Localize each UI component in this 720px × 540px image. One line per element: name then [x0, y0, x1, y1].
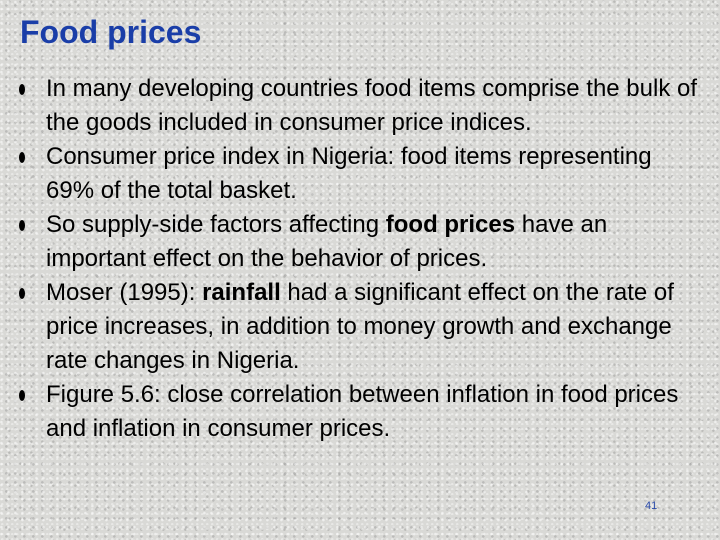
bullet-bold-text: food prices	[385, 211, 516, 238]
slide-title: Food prices	[20, 14, 202, 50]
bullet-bold-text: rainfall	[202, 279, 281, 306]
bullet-item: In many developing countries food items …	[14, 72, 704, 140]
bullet-dot-icon	[19, 84, 25, 95]
bullet-text-part: had a significant effect on the rate of …	[46, 279, 674, 374]
bullet-dot-icon	[19, 288, 25, 299]
bullet-text-part: Figure 5.6: close correlation between in…	[46, 381, 679, 442]
slide-number: 41	[645, 500, 658, 512]
bullet-list: In many developing countries food items …	[14, 72, 704, 446]
bullet-item: Figure 5.6: close correlation between in…	[14, 378, 704, 446]
bullet-dot-icon	[19, 152, 25, 163]
bullet-dot-icon	[19, 390, 25, 401]
bullet-item: So supply-side factors affecting food pr…	[14, 208, 704, 276]
bullet-text-part: So supply-side factors affecting	[46, 211, 386, 238]
bullet-text-part: Consumer price index in Nigeria: food it…	[46, 143, 652, 204]
bullet-dot-icon	[19, 220, 25, 231]
bullet-item: Moser (1995): rainfall had a significant…	[14, 276, 704, 378]
bullet-item: Consumer price index in Nigeria: food it…	[14, 140, 704, 208]
bullet-text-part: have an important effect on the behavior…	[46, 211, 608, 272]
bullet-text-part: In many developing countries food items …	[46, 75, 698, 136]
bullet-text-part: Moser (1995):	[46, 279, 203, 306]
